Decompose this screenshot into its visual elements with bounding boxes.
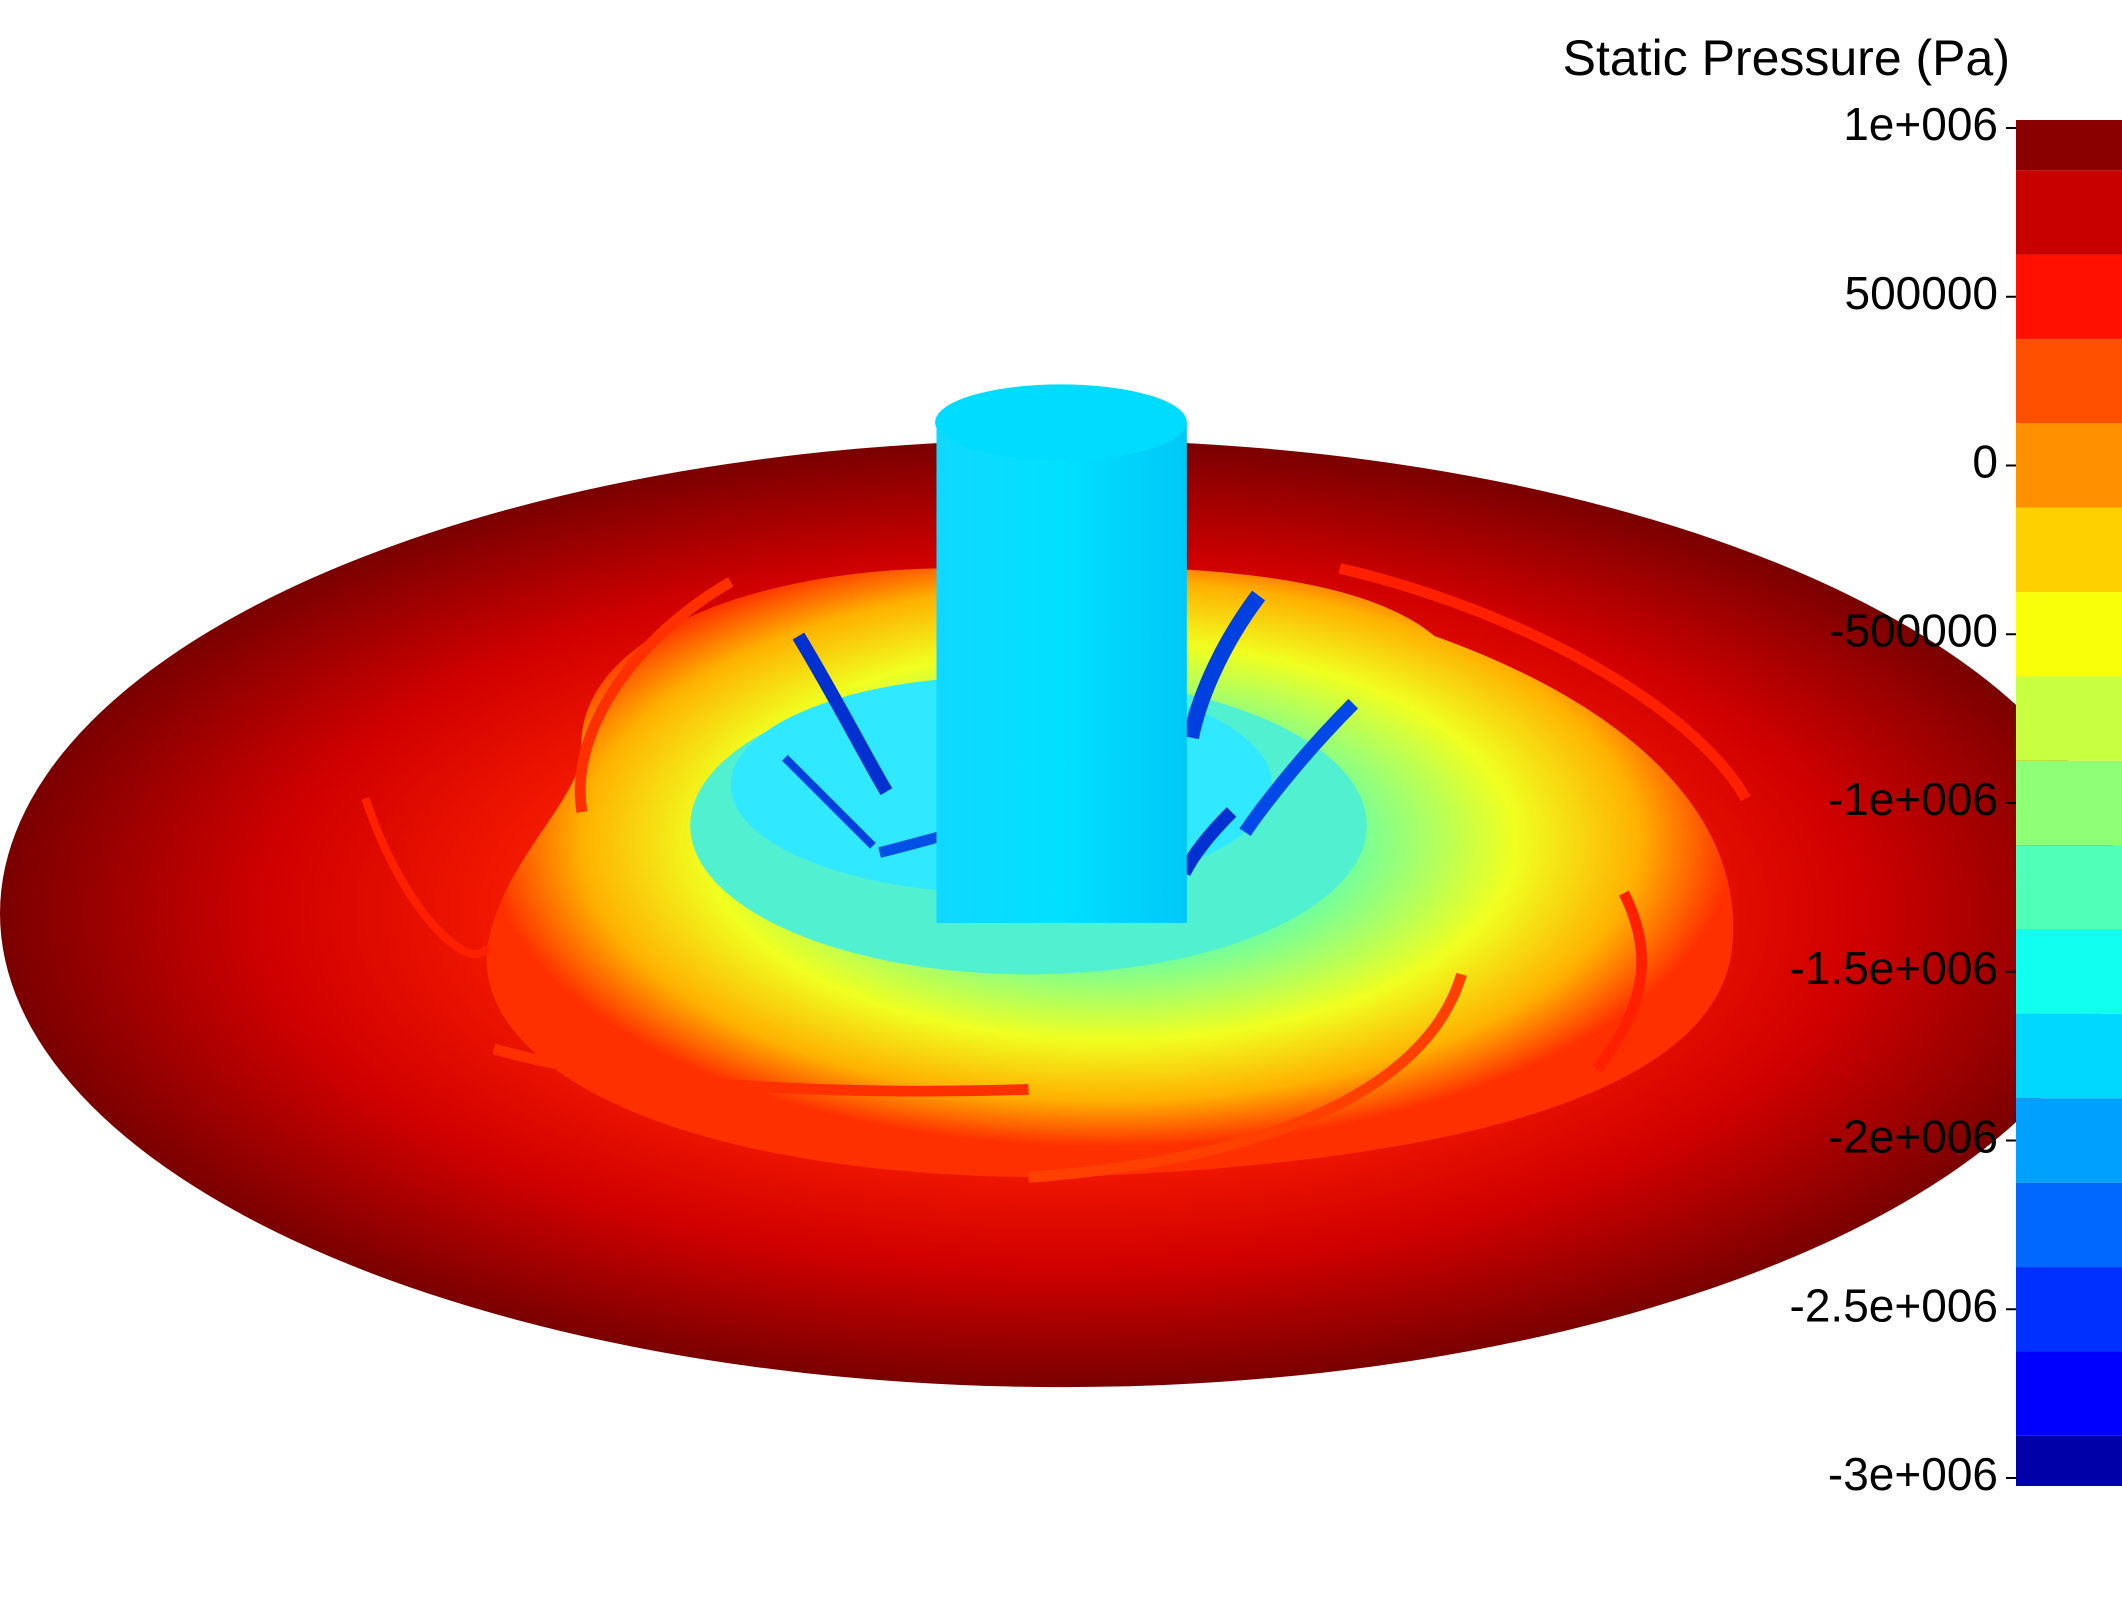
blade-edge <box>1592 890 1648 1073</box>
tick-label: 1e+006 <box>1843 98 1998 150</box>
colorbar-band <box>2016 1435 2122 1486</box>
colorbar-band <box>2016 1013 2122 1099</box>
colorbar-band <box>2016 1182 2122 1268</box>
tick-label: -1.5e+006 <box>1790 942 1998 994</box>
pump-render <box>0 384 2122 1387</box>
colorbar-band <box>2016 676 2122 761</box>
tick-label: -1e+006 <box>1828 773 1998 825</box>
tick-label: 0 <box>1972 436 1998 488</box>
colorbar-band <box>2016 507 2122 593</box>
colorbar-band <box>2016 592 2122 677</box>
colorbar-band <box>2016 170 2122 255</box>
colorbar-band <box>2016 760 2122 846</box>
colorbar-band <box>2016 1267 2122 1352</box>
blade-edge <box>492 1043 1029 1097</box>
tick-label: -2e+006 <box>1828 1111 1998 1163</box>
hub-top <box>935 384 1187 461</box>
colorbar-band <box>2016 845 2122 930</box>
tick-label: -3e+006 <box>1828 1448 1998 1500</box>
blade-edge <box>1028 972 1467 1183</box>
blade-tip <box>782 754 876 849</box>
colorbar-band <box>2016 338 2122 424</box>
tick-label: 500000 <box>1845 267 1999 319</box>
blade-edge <box>361 797 491 959</box>
colorbar-band <box>2016 929 2122 1014</box>
colorbar-band <box>2016 1351 2122 1436</box>
tick-label: -2.5e+006 <box>1790 1279 1998 1331</box>
blade-tip <box>792 632 893 796</box>
tick-label: -500000 <box>1829 604 1998 656</box>
colorbar-band <box>2016 254 2122 339</box>
colorbar-title: Static Pressure (Pa) <box>1563 30 2010 86</box>
hub-cylinder <box>936 422 1187 923</box>
blade-edge <box>574 577 734 813</box>
blade-tip <box>1239 698 1359 837</box>
blade-tip <box>1182 590 1266 740</box>
blade-edge <box>1338 563 1751 802</box>
colorbar-band <box>2016 120 2122 171</box>
colorbar-band <box>2016 423 2122 508</box>
colorbar-band <box>2016 1098 2122 1183</box>
